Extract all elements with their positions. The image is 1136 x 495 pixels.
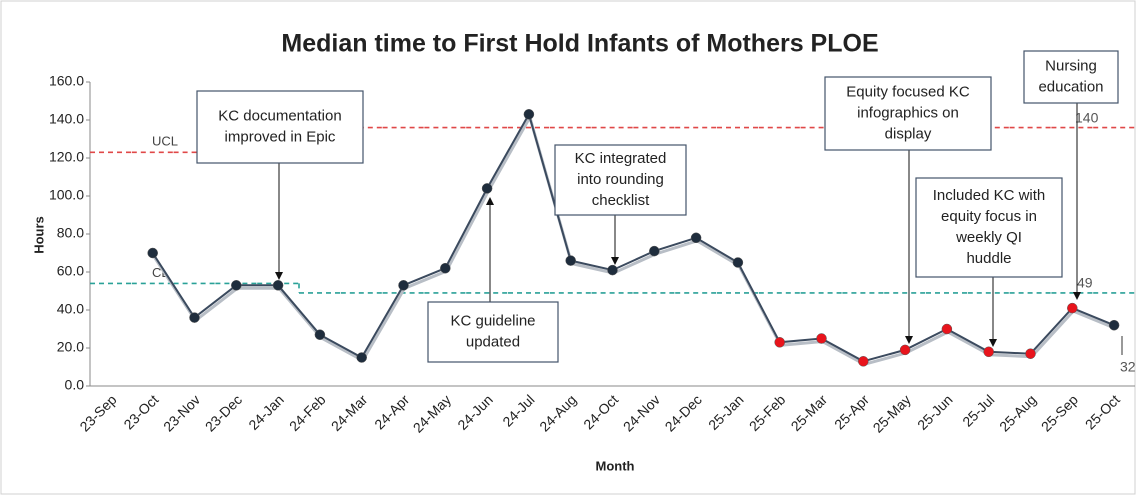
annotation-box bbox=[1023, 50, 1119, 104]
annotation-text: weekly QI bbox=[955, 229, 1022, 246]
data-point bbox=[816, 333, 827, 344]
y-tick-label: 40.0 bbox=[57, 301, 84, 317]
annotation-text: checklist bbox=[592, 192, 650, 209]
annotation-text: KC documentation bbox=[218, 107, 341, 124]
data-point bbox=[523, 109, 535, 120]
annotation: KC documentation improved in Epic bbox=[196, 90, 364, 280]
data-point bbox=[231, 280, 242, 291]
y-tick-label: 160.0 bbox=[49, 73, 84, 89]
annotation-box bbox=[554, 144, 687, 216]
y-tick-label: 140.0 bbox=[49, 111, 84, 127]
annotation-box bbox=[824, 76, 992, 151]
chart-title: Median time to First Hold Infants of Mot… bbox=[281, 30, 878, 58]
data-point bbox=[941, 323, 953, 335]
data-point bbox=[690, 232, 702, 244]
series-line bbox=[151, 111, 1115, 363]
data-point bbox=[1067, 302, 1078, 314]
data-point bbox=[272, 280, 284, 291]
limit-label: CL bbox=[152, 265, 169, 280]
annotation-text: infographics on bbox=[857, 104, 959, 121]
value-annotation: 140 bbox=[1075, 110, 1099, 126]
annotation-text: huddle bbox=[966, 250, 1011, 267]
annotation-text: Nursing bbox=[1045, 57, 1097, 74]
y-tick-label: 100.0 bbox=[49, 187, 84, 203]
annotation-text: into rounding bbox=[577, 171, 664, 188]
annotation-text: Included KC with bbox=[933, 187, 1046, 204]
annotation-text: KC integrated bbox=[575, 150, 667, 167]
annotation-text: Equity focused KC bbox=[846, 83, 970, 100]
line-shadow bbox=[152, 113, 1116, 366]
data-point bbox=[858, 356, 869, 367]
data-point bbox=[1025, 348, 1036, 359]
annotation-box bbox=[196, 90, 364, 164]
y-tick-label: 20.0 bbox=[57, 339, 84, 355]
value-annotation: 49 bbox=[1077, 275, 1093, 291]
y-tick-label: 60.0 bbox=[57, 263, 84, 279]
data-point bbox=[314, 329, 326, 340]
annotation: Nursing education bbox=[1023, 50, 1119, 300]
annotation-text: equity focus in bbox=[941, 208, 1037, 225]
annotation: Included KC with equity focus in weekly QI… bbox=[915, 177, 1063, 347]
annotation-text: updated bbox=[466, 333, 520, 350]
annotation-box bbox=[427, 301, 559, 363]
annotation-text: KC guideline bbox=[450, 312, 535, 329]
data-point bbox=[649, 245, 660, 257]
y-axis-label: Hours bbox=[31, 216, 46, 254]
data-point bbox=[356, 352, 367, 363]
annotation: Equity focused KC infographics on display bbox=[824, 76, 992, 344]
data-point bbox=[398, 280, 409, 291]
annotation: KC guideline updated bbox=[427, 197, 559, 363]
data-point bbox=[440, 262, 451, 274]
y-tick-label: 120.0 bbox=[49, 149, 84, 165]
data-point bbox=[481, 183, 493, 194]
y-tick-label: 80.0 bbox=[57, 225, 84, 241]
annotation: KC integrated into rounding checklist bbox=[554, 144, 687, 265]
annotation-box bbox=[915, 177, 1063, 278]
data-point bbox=[899, 344, 911, 356]
data-point bbox=[565, 255, 576, 266]
annotation-text: improved in Epic bbox=[225, 128, 336, 145]
data-point bbox=[732, 257, 744, 268]
data-point bbox=[983, 346, 994, 358]
data-point bbox=[147, 247, 158, 259]
data-point bbox=[189, 312, 200, 323]
x-axis-label: Month bbox=[596, 458, 635, 473]
y-tick-label: 0.0 bbox=[65, 377, 85, 393]
data-point bbox=[774, 337, 785, 348]
data-point bbox=[607, 264, 618, 276]
limit-label: UCL bbox=[152, 134, 178, 149]
annotation-text: education bbox=[1038, 78, 1103, 95]
value-annotation: 32 bbox=[1120, 359, 1136, 375]
data-point bbox=[1108, 319, 1120, 331]
annotation-text: display bbox=[885, 125, 932, 142]
